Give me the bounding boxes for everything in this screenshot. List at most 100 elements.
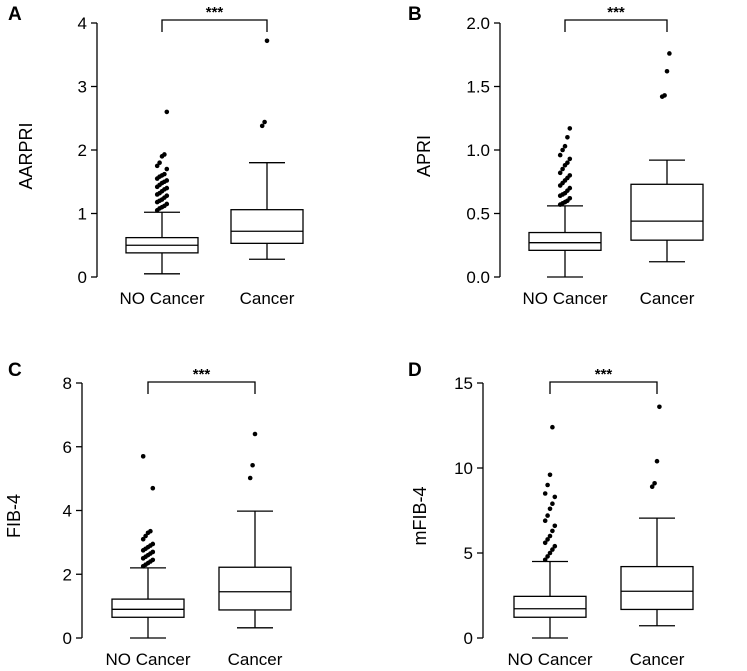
outlier-point <box>164 109 170 115</box>
outlier-point <box>545 537 550 542</box>
outlier-point <box>552 543 558 549</box>
outlier-point <box>550 501 555 507</box>
iqr-box <box>230 209 304 244</box>
box-cancer <box>620 404 694 627</box>
outlier-point <box>667 51 672 56</box>
outlier-point <box>140 536 146 542</box>
panel-letter: A <box>8 4 22 25</box>
category-label: Cancer <box>640 289 695 308</box>
panel-b: B 0.0 0.5 1.0 1.5 2.0 APRI NO Cancer Cancer *** <box>408 4 704 308</box>
outlier-point <box>164 185 170 191</box>
y-tick-label: 1.0 <box>466 141 490 160</box>
y-tick-label: 1.5 <box>466 78 490 97</box>
y-tick-label: 4 <box>78 14 87 33</box>
outlier-point <box>567 185 573 191</box>
category-label: Cancer <box>228 650 283 666</box>
y-tick-label: 4 <box>63 502 72 521</box>
outlier-point <box>550 424 555 430</box>
outlier-point <box>560 166 565 172</box>
box-no-cancer <box>125 109 199 275</box>
significance-bracket <box>564 19 668 32</box>
y-tick-label: 5 <box>464 544 473 563</box>
outlier-point <box>150 557 156 563</box>
outlier-point <box>162 152 167 157</box>
y-tick-label: 10 <box>454 459 473 478</box>
iqr-box <box>620 565 694 611</box>
panel-letter: C <box>8 360 22 381</box>
outlier-point <box>247 475 253 481</box>
y-tick-label: 0 <box>78 268 87 287</box>
category-label: Cancer <box>240 289 295 308</box>
outlier-point <box>550 547 555 552</box>
outlier-point <box>657 404 662 410</box>
outlier-point <box>150 549 156 555</box>
outlier-point <box>560 147 565 153</box>
category-label: NO Cancer <box>522 289 607 308</box>
outlier-point <box>252 431 258 437</box>
significance-label: *** <box>193 366 211 383</box>
y-tick-label: 6 <box>63 438 72 457</box>
box-cancer <box>230 38 304 260</box>
y-tick-label: 15 <box>454 374 473 393</box>
outlier-point <box>562 143 568 149</box>
outlier-point <box>565 135 570 140</box>
outlier-point <box>547 472 553 478</box>
y-tick-label: 0 <box>464 629 473 648</box>
y-tick-label: 8 <box>63 374 72 393</box>
outlier-point <box>262 119 267 125</box>
outlier-point <box>164 178 170 183</box>
outlier-point <box>547 533 553 539</box>
panel-letter: D <box>408 360 422 381</box>
outlier-point <box>547 506 553 512</box>
outlier-point <box>547 550 553 556</box>
outlier-point <box>140 454 146 459</box>
outlier-point <box>545 554 550 559</box>
y-tick-label: 2 <box>63 565 72 584</box>
outlier-point <box>162 171 167 177</box>
outlier-point <box>542 491 548 496</box>
panel-d: D 0 5 10 15 mFIB-4 NO Cancer Cancer *** <box>408 360 694 669</box>
iqr-box <box>111 598 185 618</box>
outlier-point <box>545 482 550 488</box>
iqr-box <box>630 183 704 241</box>
outlier-point <box>143 533 148 539</box>
box-cancer <box>218 431 292 629</box>
y-tick-label: 0 <box>63 629 72 648</box>
category-label: NO Cancer <box>507 650 592 666</box>
significance-bracket <box>549 381 658 394</box>
outlier-point <box>550 528 555 534</box>
outlier-point <box>552 523 558 529</box>
outlier-point <box>567 173 573 178</box>
panel-c: C 0 2 4 6 8 FIB-4 NO Cancer Cancer *** <box>4 360 292 669</box>
outlier-point <box>649 484 655 490</box>
y-tick-label: 2 <box>78 141 87 160</box>
outlier-point <box>545 513 550 518</box>
outlier-point <box>164 193 170 199</box>
outlier-point <box>567 126 573 131</box>
outlier-point <box>250 462 255 468</box>
outlier-point <box>150 485 156 491</box>
outlier-point <box>154 163 160 169</box>
box-no-cancer <box>111 454 185 639</box>
category-label: Cancer <box>630 650 685 666</box>
y-axis-label: mFIB-4 <box>410 486 430 545</box>
category-label: NO Cancer <box>105 650 190 666</box>
significance-label: *** <box>607 4 625 21</box>
outlier-point <box>148 528 153 534</box>
outlier-point <box>259 123 265 129</box>
outlier-point <box>557 152 563 158</box>
y-tick-label: 0.0 <box>466 268 490 287</box>
y-axis-label: AARPRI <box>16 122 36 189</box>
panel-letter: B <box>408 4 422 25</box>
category-label: NO Cancer <box>119 289 204 308</box>
iqr-box <box>218 566 292 611</box>
iqr-box <box>513 595 587 618</box>
outlier-point <box>567 195 573 201</box>
outlier-point <box>565 160 570 165</box>
outlier-point <box>150 541 156 547</box>
outlier-point <box>264 38 270 44</box>
box-no-cancer <box>513 424 587 639</box>
iqr-box <box>528 231 602 251</box>
y-tick-label: 0.5 <box>466 205 490 224</box>
